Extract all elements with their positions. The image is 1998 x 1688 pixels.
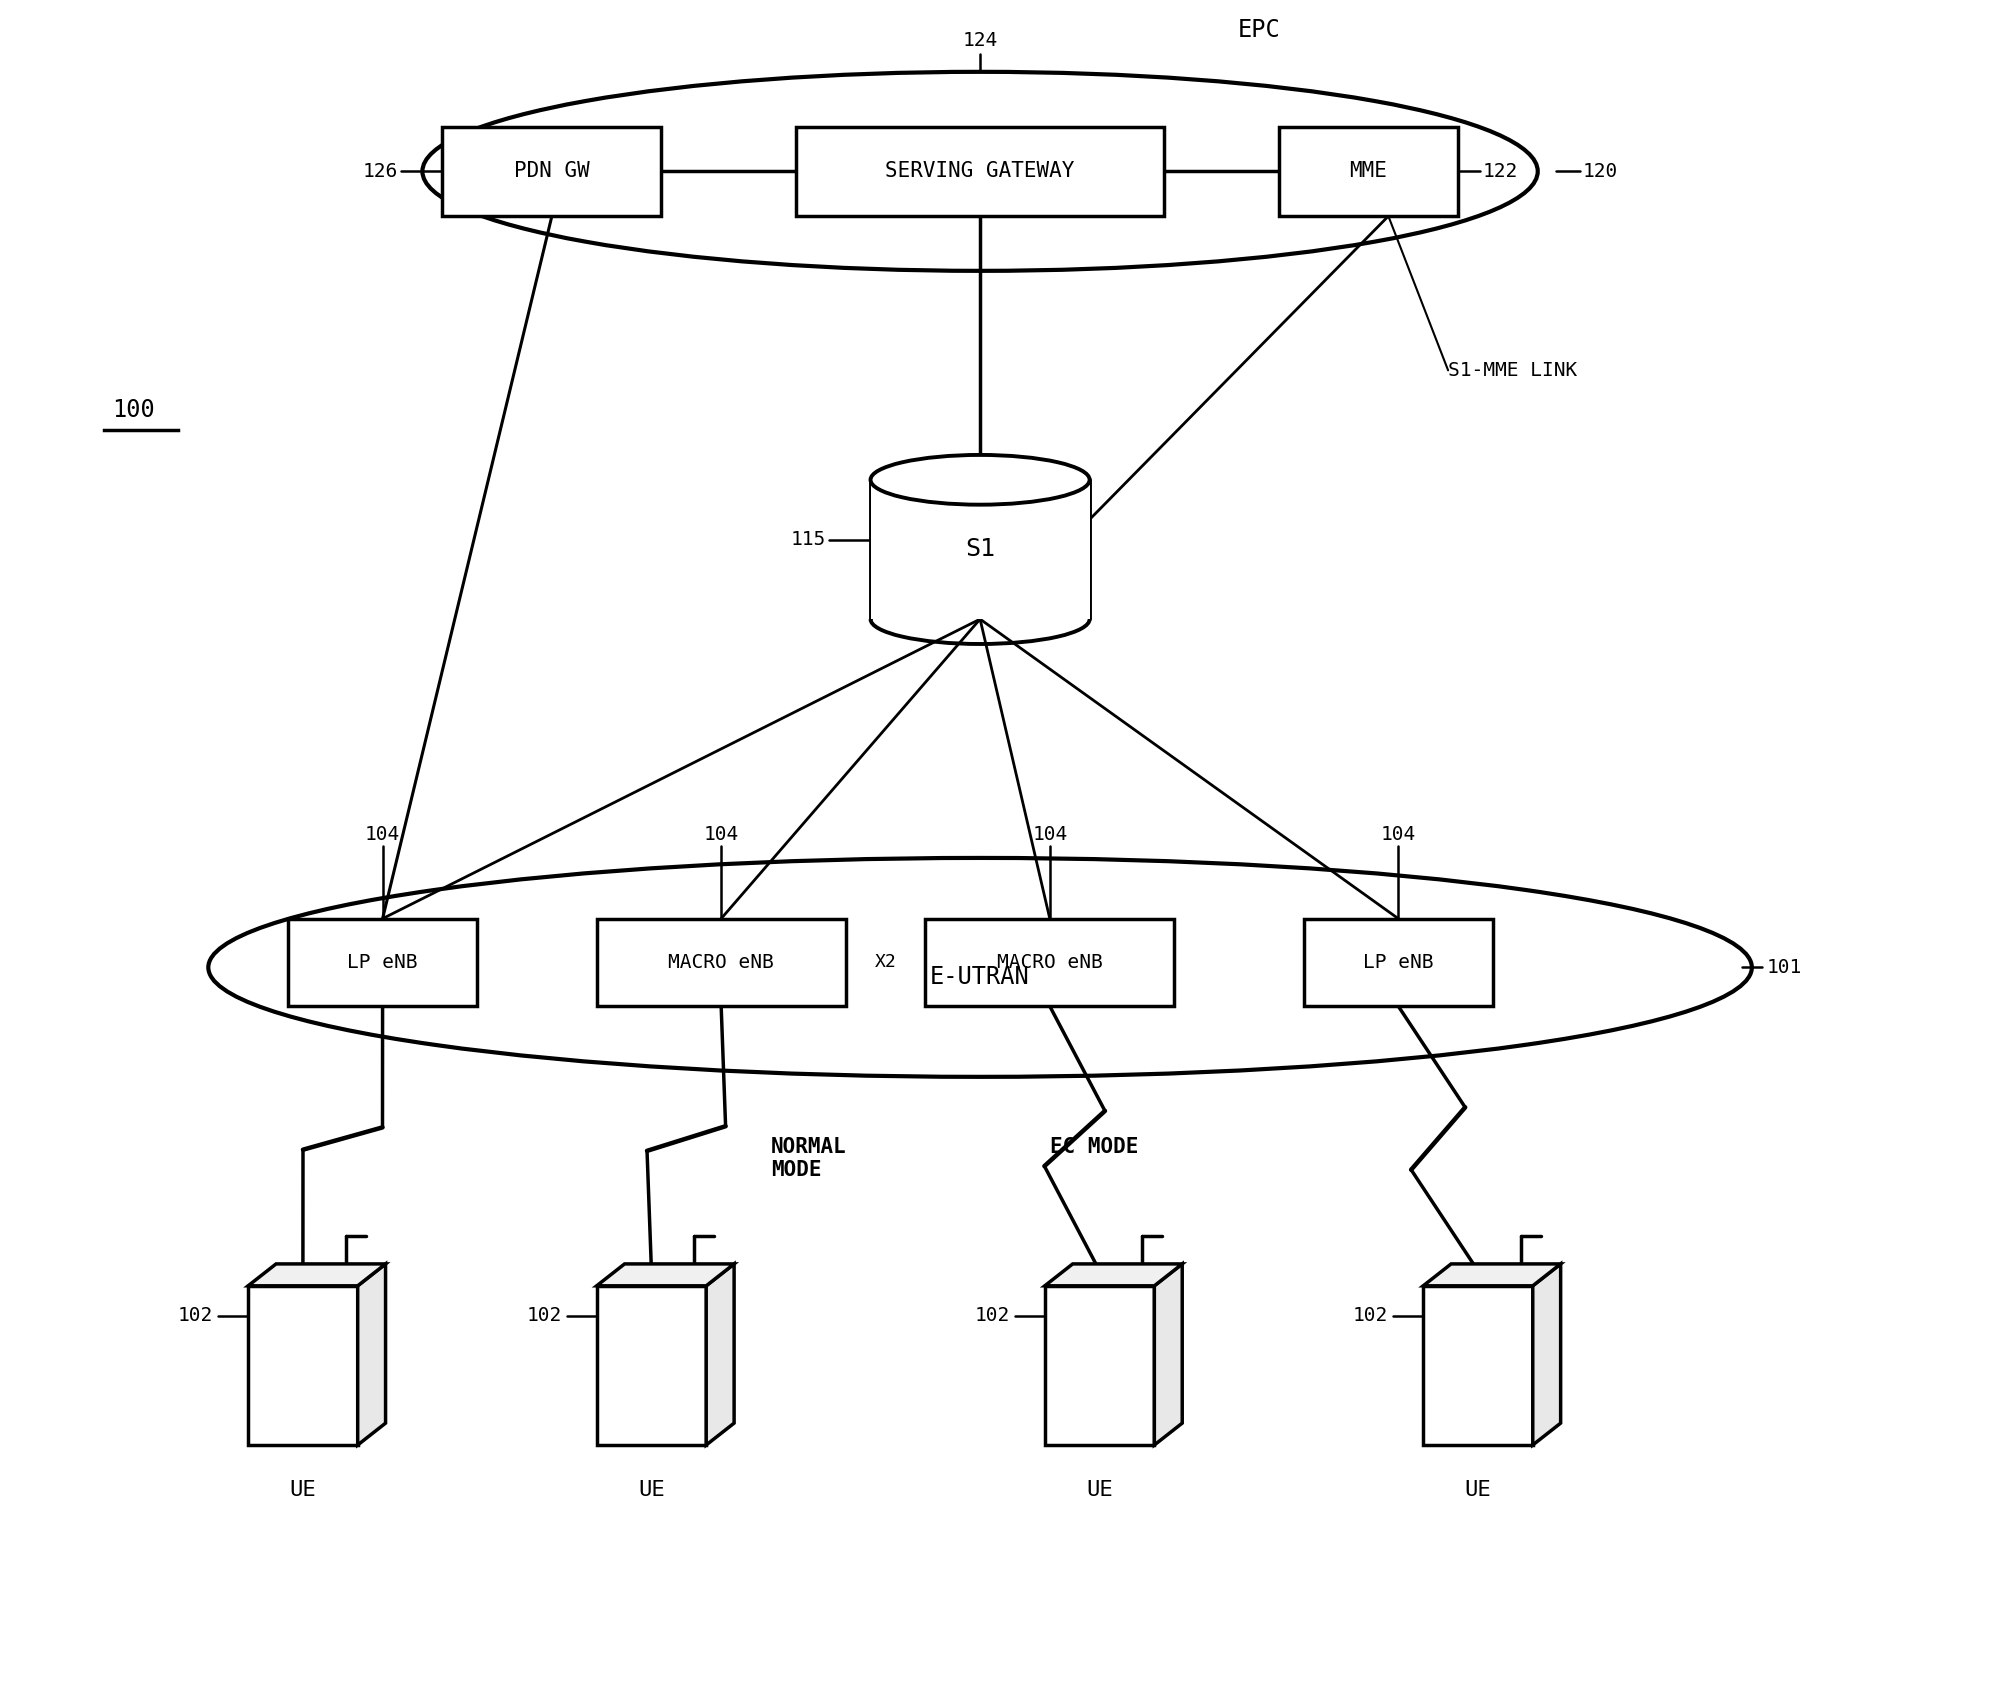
Text: MME: MME	[1349, 162, 1387, 181]
Text: 104: 104	[703, 825, 739, 844]
Text: 102: 102	[527, 1307, 561, 1325]
Text: S1: S1	[965, 537, 995, 562]
Text: SERVING GATEWAY: SERVING GATEWAY	[885, 162, 1075, 181]
Ellipse shape	[871, 456, 1089, 505]
Polygon shape	[248, 1286, 358, 1445]
Polygon shape	[248, 1264, 386, 1286]
Text: X2: X2	[875, 954, 897, 971]
Text: 115: 115	[791, 530, 825, 549]
Bar	[597, 918, 845, 1006]
Polygon shape	[1423, 1286, 1532, 1445]
Text: 102: 102	[178, 1307, 214, 1325]
Text: 104: 104	[1381, 825, 1417, 844]
Bar	[795, 127, 1165, 216]
Bar	[1305, 918, 1493, 1006]
Text: LP eNB: LP eNB	[348, 954, 418, 972]
Text: E-UTRAN: E-UTRAN	[931, 966, 1029, 989]
Polygon shape	[705, 1264, 733, 1445]
Text: S1-MME LINK: S1-MME LINK	[1449, 361, 1576, 380]
Polygon shape	[597, 1286, 705, 1445]
Text: NORMAL
MODE: NORMAL MODE	[771, 1136, 847, 1180]
Bar	[442, 127, 661, 216]
Text: EC MODE: EC MODE	[1049, 1136, 1139, 1156]
Polygon shape	[1045, 1286, 1155, 1445]
Text: 120: 120	[1582, 162, 1618, 181]
Bar	[925, 918, 1175, 1006]
Bar	[288, 918, 478, 1006]
Ellipse shape	[422, 73, 1538, 270]
Polygon shape	[1423, 1264, 1560, 1286]
Polygon shape	[1155, 1264, 1183, 1445]
Text: EPC: EPC	[1237, 19, 1281, 42]
Text: 104: 104	[1033, 825, 1067, 844]
Text: 100: 100	[112, 398, 156, 422]
Ellipse shape	[208, 858, 1752, 1077]
Polygon shape	[358, 1264, 386, 1445]
Bar	[871, 479, 1089, 619]
Text: PDN GW: PDN GW	[513, 162, 589, 181]
Text: UE: UE	[1465, 1480, 1491, 1501]
Bar	[1279, 127, 1459, 216]
Text: 122: 122	[1483, 162, 1518, 181]
Text: UE: UE	[1087, 1480, 1113, 1501]
Polygon shape	[1045, 1264, 1183, 1286]
Text: 124: 124	[963, 30, 997, 51]
Polygon shape	[597, 1264, 733, 1286]
Text: 126: 126	[362, 162, 398, 181]
Text: 104: 104	[366, 825, 400, 844]
Text: 102: 102	[975, 1307, 1009, 1325]
Text: LP eNB: LP eNB	[1363, 954, 1435, 972]
Text: UE: UE	[637, 1480, 665, 1501]
Text: UE: UE	[290, 1480, 316, 1501]
Text: 101: 101	[1766, 957, 1802, 977]
Text: MACRO eNB: MACRO eNB	[667, 954, 773, 972]
Text: 102: 102	[1353, 1307, 1389, 1325]
Polygon shape	[1532, 1264, 1560, 1445]
Text: MACRO eNB: MACRO eNB	[997, 954, 1103, 972]
